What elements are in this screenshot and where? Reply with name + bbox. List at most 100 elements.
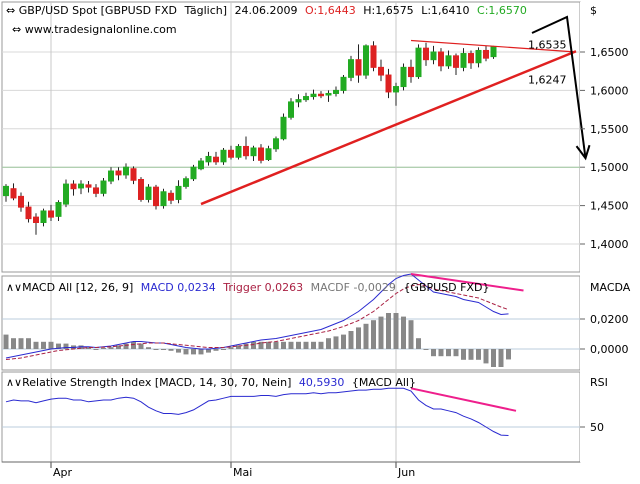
macd-histogram-bar	[48, 341, 54, 349]
axis-labels: 1,4000 1,4500 1,5000 1,5500 1,6000 1,6500 0,00…	[2, 46, 629, 479]
macd-histogram-bar	[63, 343, 69, 349]
candle-down	[355, 59, 362, 76]
price-tick-label: 1,5000	[590, 161, 629, 174]
candle-up	[55, 202, 62, 217]
macd-legend-symbol: {GBPUSD FXD}	[403, 281, 489, 294]
macd-histogram-bar	[146, 347, 151, 349]
macd-histogram-bar	[453, 349, 459, 357]
candle-up	[100, 180, 107, 194]
rsi-legend-source: {MACD All}	[352, 376, 416, 389]
macd-histogram-bar	[326, 338, 331, 349]
candle-up	[303, 96, 309, 101]
indicator-lines	[5, 273, 509, 436]
header-period: Täglich]	[183, 4, 227, 17]
candle-up	[123, 166, 129, 176]
macd-histogram-bar	[18, 338, 24, 349]
macd-histogram-bar	[86, 347, 91, 349]
macd-histogram-bar	[138, 343, 144, 349]
candle-down	[318, 93, 324, 97]
macd-histogram-bar	[318, 341, 324, 349]
macd-histogram-bar	[378, 316, 384, 349]
macd-histogram-bar	[56, 343, 61, 349]
candle-down	[385, 74, 392, 93]
trigger-line	[5, 283, 509, 360]
trendline-value-label: 1,6535	[528, 38, 567, 51]
candle-down	[370, 45, 377, 68]
macd-histogram-bar	[333, 336, 339, 349]
candle-down	[130, 168, 137, 181]
price-tick-label: 1,6500	[590, 46, 629, 59]
candle-up	[265, 148, 272, 161]
header-symbol: GBP/USD Spot [GBPUSD FXD	[19, 4, 177, 17]
macd-histogram-bar	[131, 341, 136, 349]
candle-down	[25, 206, 32, 220]
candle-up	[235, 145, 242, 158]
macd-histogram-bar	[341, 334, 346, 349]
macd-histogram-bar	[153, 349, 159, 350]
header-date: 24.06.2009	[235, 4, 298, 17]
header-open: O:1,6443	[305, 4, 356, 17]
macd-histogram-bar	[41, 341, 46, 349]
month-label: Apr	[53, 466, 73, 479]
candle-up	[445, 55, 452, 67]
candle-up	[430, 51, 437, 61]
candle-down	[93, 187, 99, 194]
macd-header: ∧∨MACD All [12, 26, 9] MACD 0,0234 Trigg…	[6, 281, 489, 294]
panel-arrow-icon: ∧∨	[6, 281, 22, 294]
candle-up	[340, 76, 347, 91]
candle-up	[415, 47, 422, 78]
macd-histogram-bar	[408, 320, 414, 349]
header-arrow-icon: ⇔	[6, 4, 19, 17]
macd-histogram-bar	[33, 341, 39, 349]
macd-histogram-bar	[176, 349, 181, 353]
macd-histogram-bar	[371, 320, 376, 349]
macd-histogram-bar	[281, 341, 286, 349]
forecast-arrow-line	[531, 15, 587, 159]
month-gridlines	[50, 2, 397, 462]
candle-up	[250, 147, 257, 157]
macd-legend-macdf: MACDF -0,0029	[311, 281, 396, 294]
candle-up	[3, 185, 9, 197]
macd-histogram-bar	[438, 349, 444, 357]
trendline-support	[200, 50, 577, 206]
macd-histogram-bar	[258, 341, 264, 349]
macd-histogram-bar	[123, 343, 129, 349]
right-axis-area	[580, 2, 638, 462]
candle-down	[213, 156, 219, 163]
candle-down	[453, 55, 459, 68]
macd-histogram-bar	[491, 349, 496, 367]
divergence-line-rsi	[410, 387, 517, 412]
candle-down	[48, 210, 54, 218]
candle-up	[190, 166, 197, 180]
candle-up	[145, 186, 152, 200]
macd-histogram-bar	[251, 341, 256, 349]
rsi-title: Relative Strength Index [MACD, 14, 30, 7…	[22, 376, 291, 389]
macd-histogram-bar	[213, 349, 219, 351]
candle-down	[18, 195, 24, 208]
price-tick-label: 1,4000	[590, 238, 629, 251]
divergence-line-macd	[410, 273, 524, 292]
macd-histogram-bar	[198, 349, 204, 355]
macd-title: MACD All [12, 26, 9]	[22, 281, 133, 294]
candle-up	[475, 49, 482, 64]
candle-up	[310, 93, 317, 98]
macd-histogram-bar	[401, 316, 406, 349]
candle-up	[63, 183, 69, 205]
candle-up	[160, 191, 167, 207]
macd-histogram-bar	[356, 327, 361, 349]
candle-down	[168, 192, 174, 201]
macd-histogram-bar	[296, 341, 301, 349]
candle-up	[295, 99, 302, 103]
price-panel	[1, 1, 581, 273]
candle-up	[393, 86, 399, 93]
candle-up	[400, 66, 407, 88]
candle-up	[460, 53, 467, 68]
candle-down	[438, 51, 444, 67]
macd-line	[5, 273, 509, 359]
candle-down	[408, 66, 414, 78]
candle-down	[33, 216, 39, 223]
candle-down	[228, 149, 234, 158]
candle-down	[468, 53, 474, 64]
